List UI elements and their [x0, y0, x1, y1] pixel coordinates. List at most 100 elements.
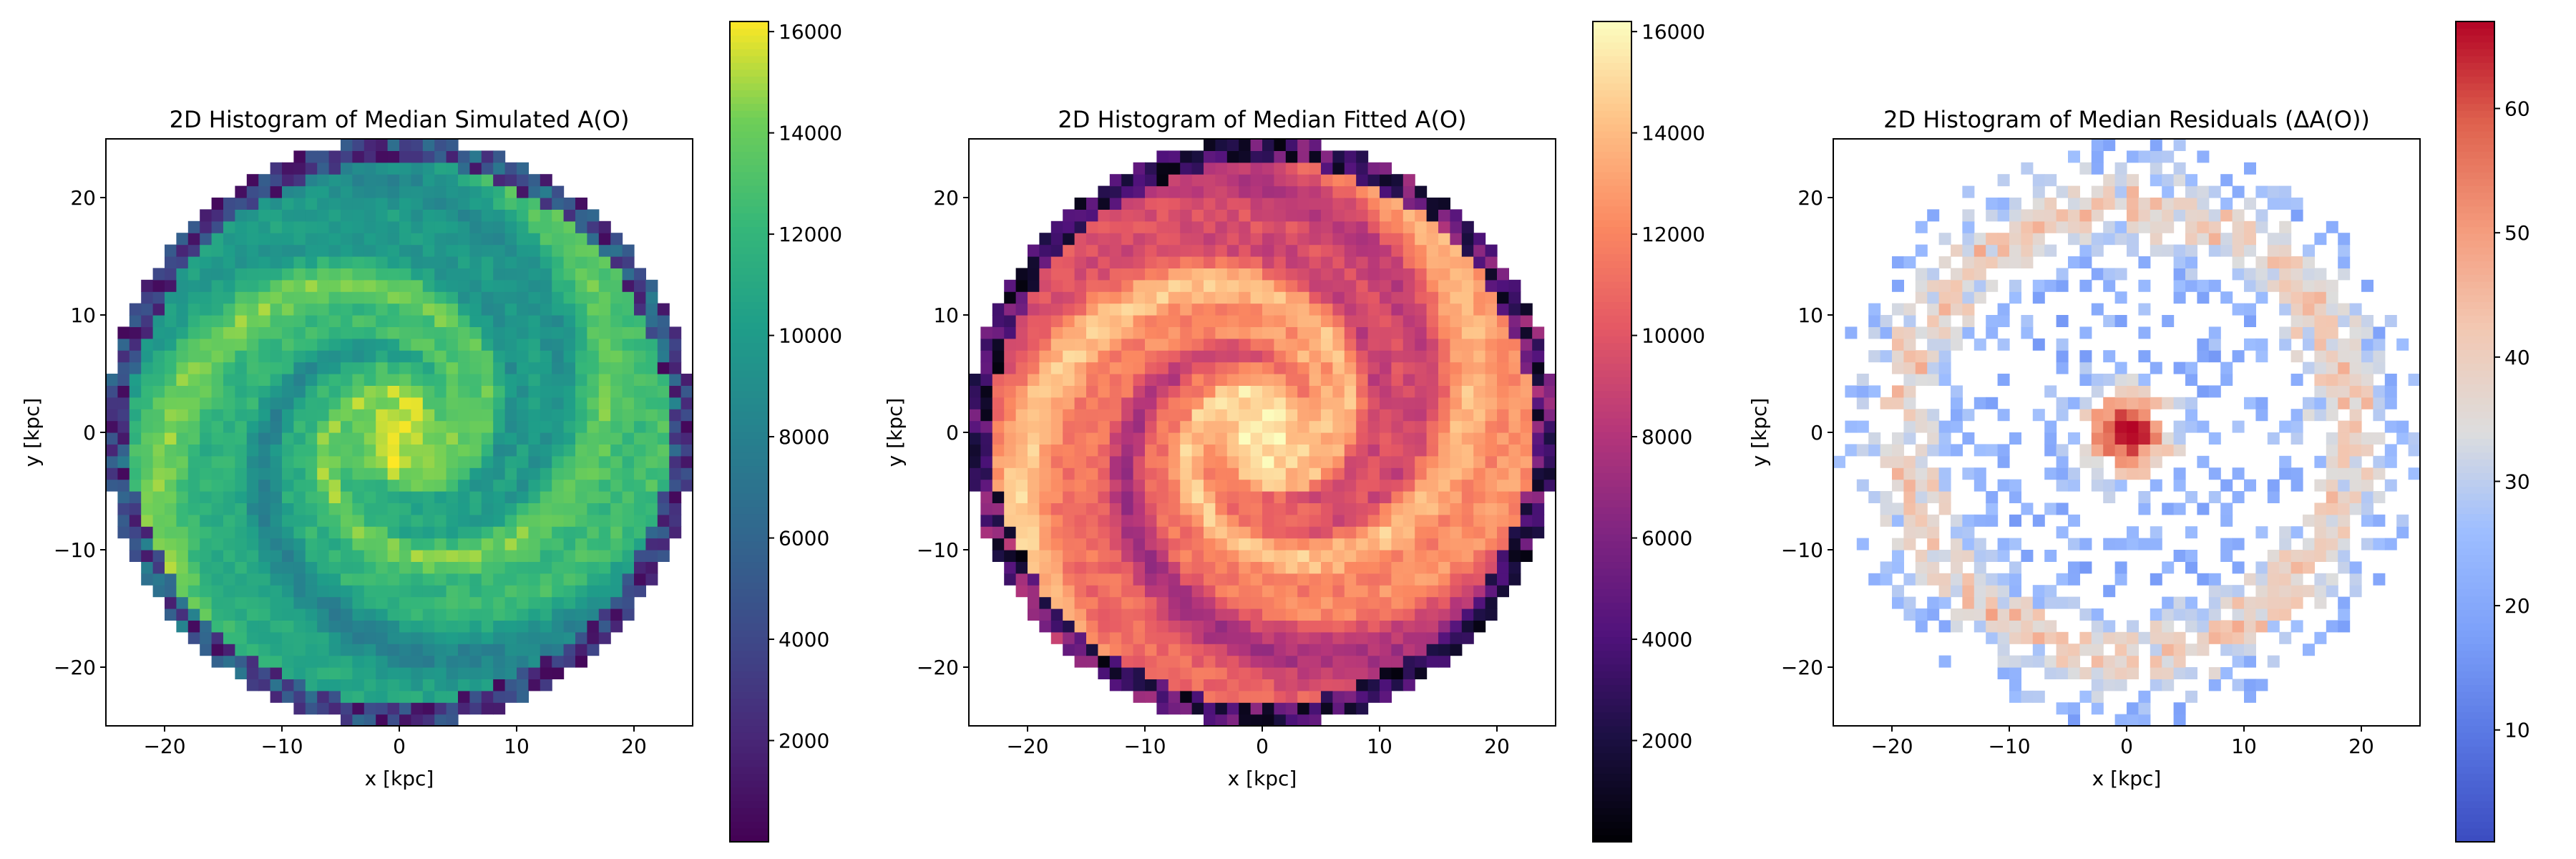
colorbar-segment: [1593, 513, 1631, 521]
heatmap-cell: [293, 244, 306, 257]
heatmap-cell: [2197, 631, 2210, 644]
heatmap-cell: [1380, 491, 1392, 503]
heatmap-cell: [1297, 631, 1310, 644]
heatmap-cell: [1461, 397, 1474, 409]
heatmap-cell: [1086, 409, 1098, 422]
heatmap-cell: [1156, 374, 1169, 386]
heatmap-cell: [411, 455, 424, 468]
heatmap-cell: [1450, 514, 1463, 527]
heatmap-cell: [246, 432, 259, 445]
heatmap-cell: [610, 432, 623, 445]
heatmap-cell: [1321, 479, 1333, 492]
heatmap-cell: [352, 326, 365, 339]
colorbar-segment: [1593, 390, 1631, 398]
heatmap-cell: [1391, 268, 1404, 281]
heatmap-cell: [411, 690, 424, 703]
heatmap-cell: [152, 409, 165, 422]
heatmap-cell: [1438, 573, 1450, 586]
heatmap-cell: [446, 667, 459, 679]
heatmap-cell: [1098, 631, 1111, 644]
heatmap-cell: [1962, 514, 1975, 527]
heatmap-cell: [1426, 479, 1439, 492]
heatmap-cell: [1520, 491, 1533, 503]
heatmap-cell: [1520, 385, 1533, 398]
heatmap-cell: [376, 315, 389, 327]
heatmap-cell: [117, 350, 130, 363]
heatmap-cell: [1485, 361, 1498, 374]
colorbar-segment: [730, 411, 769, 419]
heatmap-cell: [399, 608, 411, 621]
heatmap-cell: [1121, 514, 1134, 527]
heatmap-cell: [458, 185, 470, 198]
heatmap-cell: [1473, 361, 1486, 374]
heatmap-cell: [552, 361, 565, 374]
heatmap-cell: [1215, 150, 1228, 163]
heatmap-cell: [1215, 620, 1228, 633]
heatmap-cell: [1473, 315, 1486, 327]
heatmap-cell: [1015, 491, 1028, 503]
heatmap-cell: [293, 409, 306, 422]
heatmap-cell: [2138, 631, 2151, 644]
heatmap-cell: [176, 315, 189, 327]
heatmap-cell: [2197, 455, 2210, 468]
heatmap-cell: [1109, 385, 1122, 398]
heatmap-cell: [1204, 209, 1216, 222]
heatmap-cell: [2056, 655, 2069, 668]
heatmap-cell: [1927, 491, 1940, 503]
heatmap-cell: [2091, 620, 2104, 633]
heatmap-cell: [1262, 550, 1274, 562]
heatmap-cell: [258, 385, 271, 398]
heatmap-cell: [387, 573, 400, 586]
heatmap-cell: [598, 409, 611, 422]
heatmap-cell: [634, 444, 646, 457]
heatmap-cell: [1098, 608, 1111, 621]
x-tick-label: 0: [393, 734, 406, 758]
heatmap-cell: [165, 385, 177, 398]
heatmap-cell: [2091, 702, 2104, 715]
heatmap-cell: [364, 655, 376, 668]
heatmap-cell: [634, 573, 646, 586]
heatmap-cell: [1204, 162, 1216, 175]
heatmap-cell: [575, 620, 587, 633]
heatmap-cell: [152, 420, 165, 433]
heatmap-cell: [1145, 596, 1157, 609]
heatmap-cell: [1415, 409, 1428, 422]
heatmap-cell: [458, 374, 470, 386]
heatmap-cell: [2079, 233, 2092, 246]
heatmap-cell: [1145, 608, 1157, 621]
heatmap-cell: [1892, 432, 1904, 445]
heatmap-cell: [235, 479, 248, 492]
heatmap-cell: [1532, 338, 1545, 351]
heatmap-cell: [235, 209, 248, 222]
heatmap-cell: [1004, 432, 1017, 445]
heatmap-cell: [1191, 256, 1204, 268]
heatmap-cell: [2185, 209, 2197, 222]
heatmap-cell: [328, 432, 341, 445]
heatmap-cell: [176, 374, 189, 386]
heatmap-cell: [1344, 679, 1357, 691]
heatmap-cell: [1356, 690, 1369, 703]
heatmap-cell: [2114, 374, 2127, 386]
heatmap-cell: [399, 655, 411, 668]
heatmap-cell: [1204, 174, 1216, 187]
heatmap-cell: [587, 503, 600, 515]
heatmap-cell: [2173, 655, 2186, 668]
heatmap-cell: [1226, 467, 1239, 480]
colorbar-segment: [730, 42, 769, 49]
heatmap-cell: [1415, 432, 1428, 445]
heatmap-cell: [2091, 455, 2104, 468]
heatmap-cell: [117, 326, 130, 339]
heatmap-cell: [187, 350, 200, 363]
heatmap-cell: [540, 585, 552, 598]
heatmap-cell: [1962, 244, 1975, 257]
heatmap-cell: [211, 326, 224, 339]
heatmap-cell: [1297, 702, 1310, 715]
heatmap-cell: [540, 209, 552, 222]
heatmap-cell: [2208, 244, 2221, 257]
heatmap-cell: [1168, 432, 1181, 445]
heatmap-cell: [1986, 444, 1999, 457]
heatmap-cell: [2103, 374, 2116, 386]
heatmap-cell: [235, 361, 248, 374]
heatmap-cell: [1485, 467, 1498, 480]
heatmap-cell: [540, 667, 552, 679]
